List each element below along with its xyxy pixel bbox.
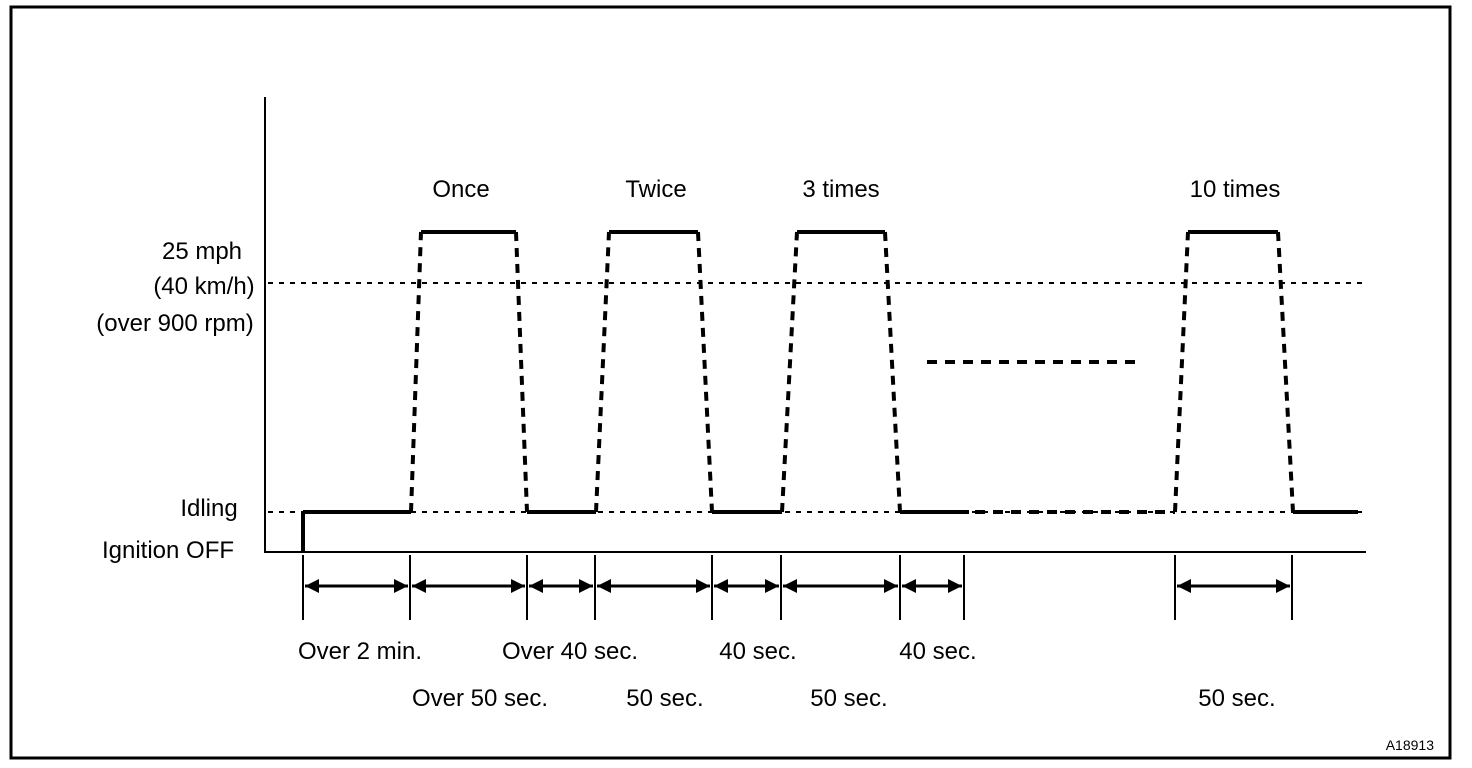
level-speed-mph: 25 mph <box>162 238 242 265</box>
interval-arrow <box>783 579 898 593</box>
accel-ramp-10 <box>1173 231 1190 513</box>
decel-ramp-3 <box>883 231 902 513</box>
accel-ramp-2 <box>594 231 611 513</box>
level-speed-kmh: (40 km/h) <box>153 273 254 300</box>
interval-arrow <box>1177 579 1290 593</box>
interval-label-over-2-min: Over 2 min. <box>298 638 422 665</box>
timing-arrows <box>305 579 1290 593</box>
interval-label-over-50-sec: Over 50 sec. <box>412 685 548 712</box>
interval-label-40-sec: 40 sec. <box>719 638 796 665</box>
accel-ramp-1 <box>409 231 423 513</box>
interval-label-50-sec: 50 sec. <box>1198 685 1275 712</box>
level-ignition-off: Ignition OFF <box>102 537 234 564</box>
interval-arrow <box>305 579 408 593</box>
cycle-label-10-times: 10 times <box>1190 176 1281 203</box>
level-idling: Idling <box>180 495 237 522</box>
interval-arrow <box>597 579 710 593</box>
decel-ramp-1 <box>514 231 529 513</box>
level-speed-rpm: (over 900 rpm) <box>96 310 253 337</box>
interval-label-over-40-sec: Over 40 sec. <box>502 638 638 665</box>
interval-label-50-sec: 50 sec. <box>626 685 703 712</box>
cycle-label-3-times: 3 times <box>802 176 879 203</box>
figure-code: A18913 <box>1386 737 1434 753</box>
interval-arrow <box>412 579 525 593</box>
timing-ticks <box>302 555 1293 620</box>
diagram-frame <box>9 5 1452 760</box>
interval-arrow <box>529 579 593 593</box>
decel-ramp-10 <box>1276 231 1295 513</box>
interval-label-40-sec: 40 sec. <box>899 638 976 665</box>
decel-ramp-2 <box>696 231 714 513</box>
cycle-label-once: Once <box>432 176 489 203</box>
interval-arrow <box>714 579 779 593</box>
cycle-label-twice: Twice <box>625 176 686 203</box>
interval-arrow <box>902 579 962 593</box>
interval-label-50-sec: 50 sec. <box>810 685 887 712</box>
accel-ramp-3 <box>780 231 799 513</box>
